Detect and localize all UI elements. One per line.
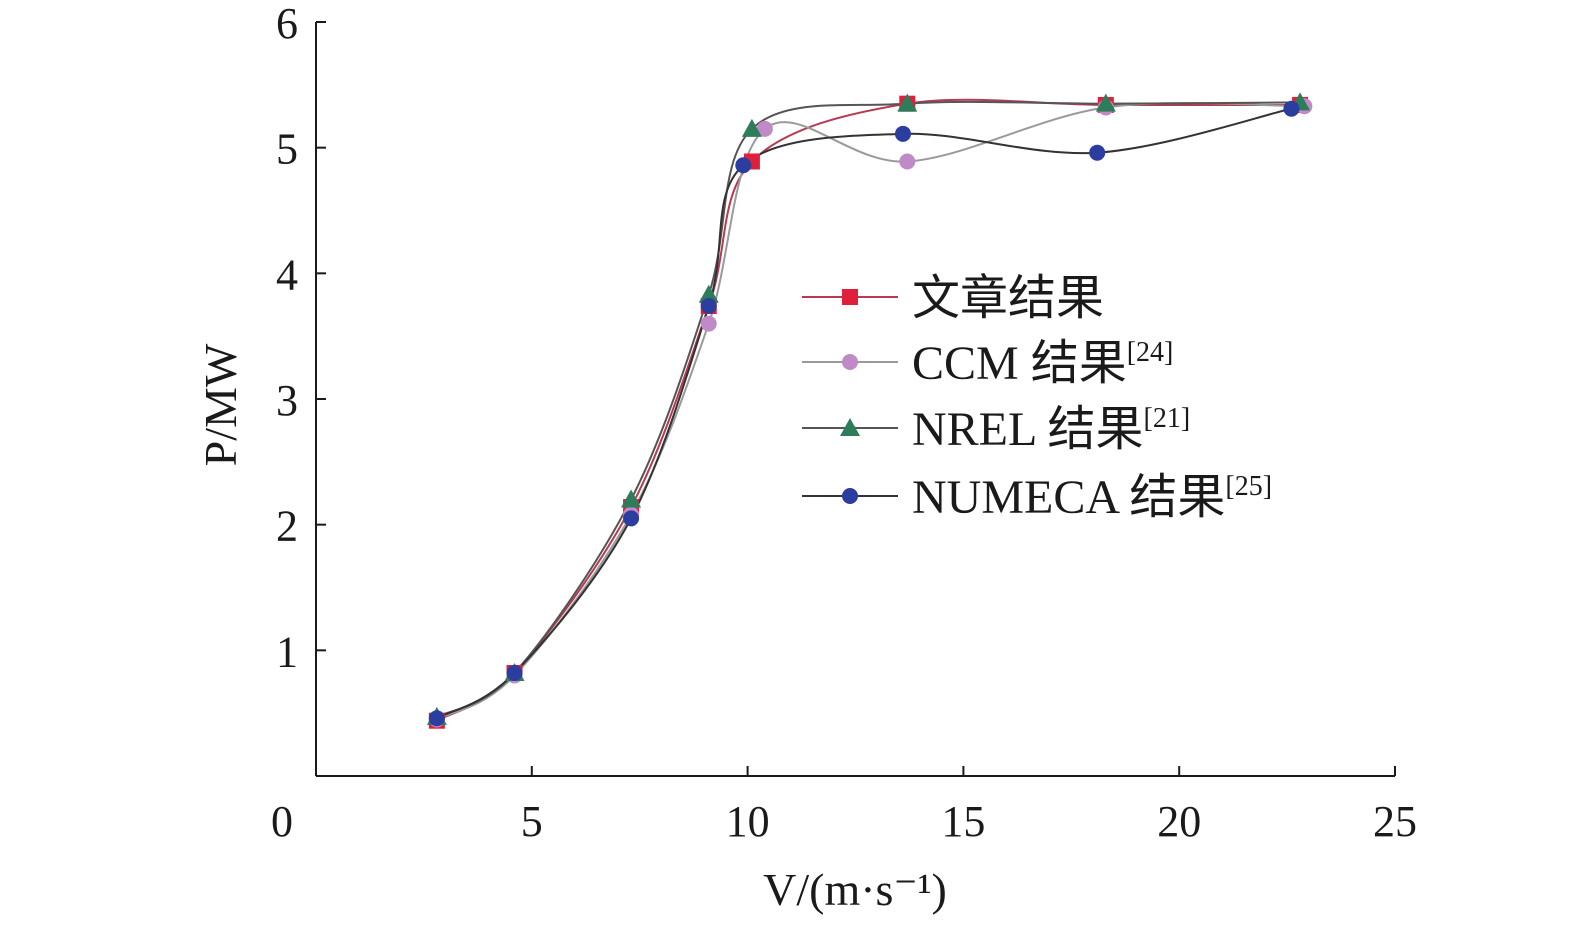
legend-label: CCM 结果[24]: [912, 337, 1173, 390]
data-point-series-3: [700, 298, 717, 315]
legend-reference: [25]: [1225, 471, 1272, 502]
y-tick-label: 6: [276, 0, 298, 48]
x-tick-label: 10: [726, 797, 770, 846]
data-point-series-3: [428, 710, 445, 727]
x-ticks: 0 5 10 15 20 25: [271, 766, 1417, 846]
y-tick-label: 2: [276, 502, 298, 551]
data-point-series-2: [1095, 93, 1116, 112]
data-point-series-3: [623, 510, 640, 527]
data-point-series-2: [741, 118, 762, 137]
x-tick-label: 20: [1157, 797, 1201, 846]
data-point-series-1: [899, 153, 916, 170]
y-tick-label: 4: [276, 250, 298, 299]
data-point-series-2: [621, 489, 642, 508]
legend-label: 文章结果: [912, 272, 1104, 325]
data-point-series-2: [897, 93, 918, 112]
series-markers: [426, 92, 1313, 729]
legend-series-name: CCM 结果: [912, 337, 1127, 390]
legend-label: NREL 结果[21]: [912, 403, 1190, 456]
data-point-series-3: [506, 664, 523, 681]
y-tick-label: 3: [276, 376, 298, 425]
legend-marker: [842, 354, 858, 370]
legend-reference: [21]: [1144, 403, 1191, 434]
data-point-series-3: [1283, 100, 1300, 117]
legend-marker: [842, 289, 858, 305]
y-axis-label: P/MW: [195, 343, 246, 466]
y-ticks: 1 2 3 4 5 6: [276, 0, 326, 676]
x-axis-label: V/(m·s⁻¹): [763, 864, 947, 915]
x-tick-label: 0: [271, 797, 293, 846]
legend-series-name: 文章结果: [912, 272, 1104, 325]
legend: 文章结果 CCM 结果[24] NREL 结果[21] NUMECA 结果[25]: [802, 272, 1272, 524]
x-tick-label: 5: [521, 797, 543, 846]
legend-marker: [842, 488, 858, 504]
legend-series-name: NREL 结果: [912, 403, 1144, 456]
y-tick-label: 5: [276, 125, 298, 174]
legend-marker: [840, 418, 860, 436]
data-point-series-3: [1089, 144, 1106, 161]
x-tick-label: 25: [1373, 797, 1417, 846]
data-point-series-3: [735, 157, 752, 174]
data-point-series-3: [894, 125, 911, 142]
legend-reference: [24]: [1127, 337, 1174, 368]
data-point-series-1: [756, 120, 773, 137]
series-line-2: [436, 100, 1301, 718]
series-line-0: [436, 98, 1301, 722]
x-tick-label: 15: [941, 797, 985, 846]
data-point-series-1: [700, 315, 717, 332]
y-tick-label: 1: [276, 627, 298, 676]
legend-series-name: NUMECA 结果: [912, 471, 1225, 524]
legend-label: NUMECA 结果[25]: [912, 471, 1272, 524]
data-point-series-2: [698, 284, 719, 303]
